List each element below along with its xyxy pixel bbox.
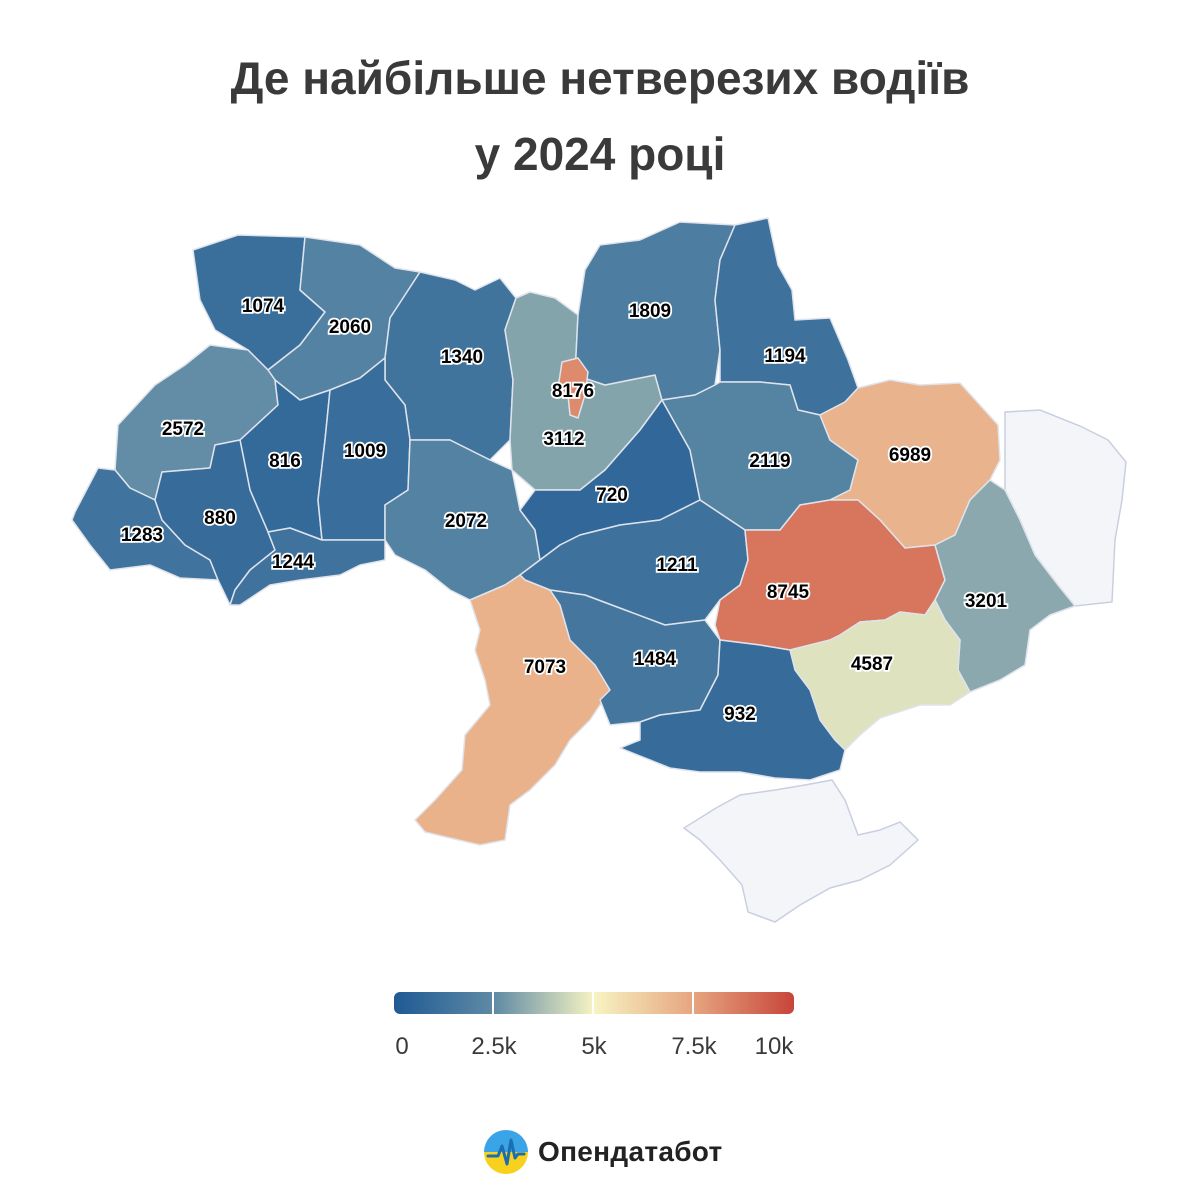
legend-label: 0	[395, 1033, 409, 1060]
region-chernivtsi	[229, 527, 386, 606]
region-value-label-lviv: 2572	[162, 419, 204, 440]
title-line-2: у 2024 році	[474, 128, 726, 180]
region-value-label-chernihiv: 1809	[629, 301, 671, 322]
legend-tick-mark	[692, 992, 694, 1014]
region-value-label-kyiv-city: 8176	[552, 381, 594, 402]
legend-label: 10k	[754, 1033, 794, 1060]
region-value-label-kirovohrad: 1211	[656, 555, 698, 576]
region-value-label-odesa: 7073	[524, 657, 566, 678]
color-legend	[394, 992, 794, 1016]
heartbeat-circle-icon	[484, 1130, 528, 1174]
legend-label: 5k	[581, 1033, 607, 1060]
region-kyiv-city	[557, 357, 589, 419]
region-value-label-rivne: 2060	[329, 317, 371, 338]
region-value-label-poltava: 2119	[749, 451, 790, 472]
region-value-label-ivano-frankivsk: 880	[204, 508, 236, 529]
crimea-region-nodata	[682, 779, 920, 923]
map-title: Де найбільше нетверезих водіїв у 2024 ро…	[0, 40, 1200, 192]
region-kherson	[619, 639, 846, 781]
region-value-label-sumy: 1194	[764, 346, 806, 367]
region-value-label-khmelnytskyi: 1009	[344, 441, 386, 462]
brand: Опендатабот	[484, 1130, 723, 1174]
region-value-label-donetsk: 3201	[965, 591, 1008, 612]
region-value-label-kharkiv: 6989	[889, 445, 931, 466]
legend-tick-mark	[492, 992, 494, 1014]
title-line-1: Де найбільше нетверезих водіїв	[230, 52, 970, 104]
region-value-label-ternopil: 816	[269, 451, 301, 472]
region-value-label-zaporizhzhia: 4587	[851, 654, 893, 675]
region-value-label-volyn: 1074	[242, 296, 285, 317]
legend-gradient-bar	[394, 992, 794, 1014]
legend-label: 7.5k	[671, 1033, 717, 1060]
region-value-label-vinnytsia: 2072	[445, 511, 487, 532]
region-value-label-chernivtsi: 1244	[272, 552, 315, 573]
legend-tick-mark	[592, 992, 594, 1014]
legend-label: 2.5k	[471, 1033, 517, 1060]
region-value-label-zhytomyr: 1340	[441, 347, 483, 368]
region-value-label-mykolaiv: 1484	[634, 649, 677, 670]
region-value-label-kyiv-oblast: 3112	[543, 429, 584, 450]
legend-labels: 0 2.5k 5k 7.5k 10k	[394, 1033, 814, 1063]
region-value-label-dnipropetrovsk: 8745	[767, 582, 810, 603]
region-value-label-kherson: 932	[724, 704, 756, 725]
brand-name: Опендатабот	[538, 1136, 723, 1167]
region-value-label-zakarpattia: 1283	[121, 525, 163, 546]
region-value-label-cherkasy: 720	[596, 485, 628, 506]
